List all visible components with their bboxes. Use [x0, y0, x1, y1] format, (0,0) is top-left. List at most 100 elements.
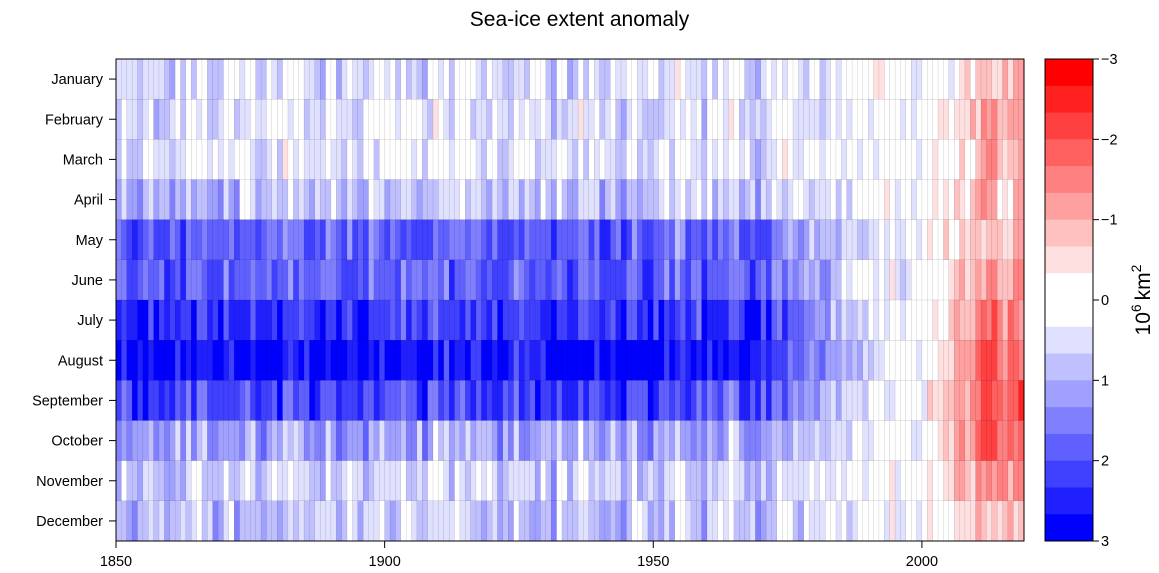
heatmap-cell — [422, 339, 429, 381]
heatmap-cell — [873, 339, 880, 381]
heatmap-cell — [782, 299, 789, 341]
heatmap-cell — [889, 380, 896, 421]
heatmap-cell — [389, 179, 396, 221]
heatmap-cell — [921, 98, 928, 140]
heatmap-cell — [701, 259, 708, 301]
heatmap-cell — [819, 299, 826, 341]
heatmap-cell — [481, 299, 488, 341]
heatmap-cell — [287, 98, 294, 140]
heatmap-cell — [180, 179, 187, 221]
heatmap-cell — [953, 219, 960, 261]
heatmap-cell — [787, 259, 794, 301]
heatmap-cell — [131, 500, 138, 542]
heatmap-cell — [679, 139, 686, 180]
heatmap-cell — [491, 98, 498, 140]
heatmap-cell — [615, 139, 622, 180]
heatmap-cell — [572, 420, 579, 462]
heatmap-cell — [653, 339, 660, 381]
heatmap-cell — [534, 500, 541, 542]
heatmap-cell — [851, 259, 858, 301]
heatmap-cell — [1018, 380, 1025, 421]
heatmap-cell — [701, 420, 708, 462]
heatmap-cell — [653, 219, 660, 261]
heatmap-cell — [234, 460, 241, 502]
heatmap-cell — [330, 98, 337, 140]
heatmap-cell — [174, 139, 181, 180]
heatmap-cell — [250, 299, 257, 341]
heatmap-cell — [551, 299, 558, 341]
heatmap-cell — [148, 58, 155, 100]
heatmap-cell — [196, 380, 203, 421]
heatmap-cell — [298, 339, 305, 381]
heatmap-cell — [653, 500, 660, 542]
heatmap-cell — [319, 219, 327, 261]
heatmap-cell — [223, 500, 230, 542]
heatmap-cell — [336, 219, 343, 261]
heatmap-cell — [669, 139, 676, 180]
heatmap-cell — [314, 139, 321, 180]
heatmap-cell — [765, 259, 772, 301]
heatmap-cell — [647, 139, 654, 180]
heatmap-cell — [561, 98, 568, 140]
heatmap-cell — [604, 219, 611, 261]
heatmap-cell — [642, 219, 649, 261]
heatmap-cell — [953, 299, 960, 341]
heatmap-cell — [438, 219, 445, 261]
heatmap-cell — [921, 219, 928, 261]
heatmap-cell — [572, 219, 579, 261]
heatmap-cell — [373, 339, 380, 381]
heatmap-cell — [561, 380, 568, 421]
heatmap-cell — [180, 139, 187, 180]
heatmap-cell — [336, 98, 343, 140]
heatmap-cell — [497, 219, 504, 261]
heatmap-cell — [529, 380, 536, 421]
heatmap-cell — [916, 339, 923, 381]
heatmap-cell — [706, 219, 713, 261]
heatmap-cell — [497, 139, 504, 180]
heatmap-cell — [1002, 339, 1009, 381]
heatmap-cell — [293, 139, 300, 180]
heatmap-cell — [357, 380, 364, 421]
heatmap-cell — [137, 58, 144, 100]
heatmap-cell — [465, 179, 472, 221]
heatmap-cell — [341, 420, 348, 462]
heatmap-cell — [148, 179, 155, 221]
heatmap-cell — [846, 460, 853, 502]
heatmap-cell — [255, 420, 262, 462]
heatmap-cell — [663, 339, 670, 381]
heatmap-cell — [749, 420, 756, 462]
heatmap-cell — [379, 380, 386, 421]
heatmap-cell — [389, 380, 396, 421]
heatmap-cell — [1013, 339, 1020, 381]
heatmap-cell — [465, 259, 472, 301]
heatmap-cell — [486, 460, 493, 502]
heatmap-cell — [889, 58, 896, 100]
heatmap-cell — [819, 380, 826, 421]
heatmap-cell — [846, 139, 853, 180]
heatmap-cell — [336, 460, 343, 502]
heatmap-cell — [959, 380, 966, 421]
heatmap-cell — [803, 420, 810, 462]
heatmap-cell — [873, 380, 880, 421]
heatmap-cell — [508, 259, 515, 301]
heatmap-cell — [325, 460, 332, 502]
heatmap-cell — [459, 500, 466, 542]
heatmap-cell — [868, 259, 875, 301]
heatmap-cell — [314, 179, 321, 221]
heatmap-cell — [690, 339, 697, 381]
heatmap-cell — [438, 380, 445, 421]
heatmap-cell — [459, 380, 466, 421]
heatmap-cell — [540, 339, 547, 381]
heatmap-cell — [448, 139, 455, 180]
heatmap-cell — [217, 460, 224, 502]
heatmap-cell — [679, 259, 686, 301]
heatmap-cell — [620, 259, 627, 301]
heatmap-cell — [196, 460, 203, 502]
heatmap-cell — [217, 380, 224, 421]
heatmap-cell — [142, 179, 149, 221]
heatmap-cell — [696, 500, 703, 542]
heatmap-cell — [765, 299, 772, 341]
heatmap-cell — [792, 58, 799, 100]
heatmap-cell — [303, 339, 310, 381]
heatmap-cell — [260, 219, 267, 261]
